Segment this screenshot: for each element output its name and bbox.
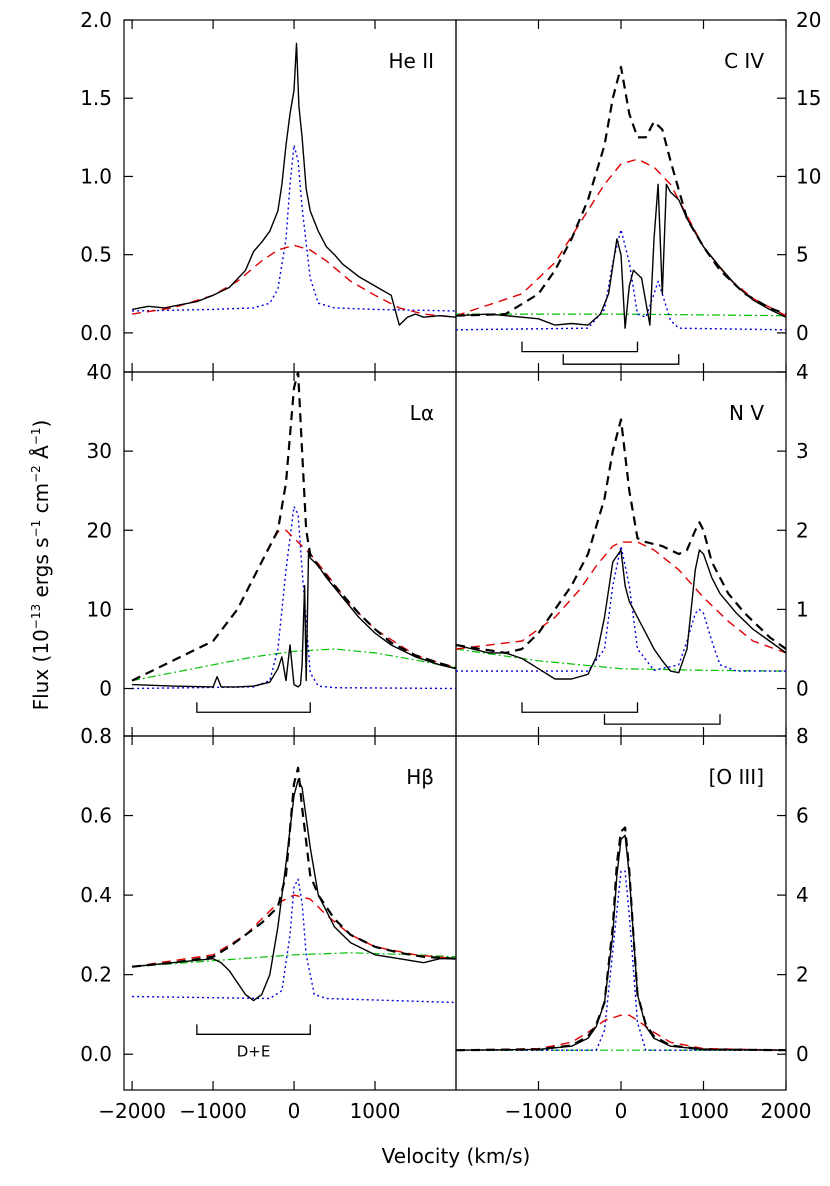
y-tick-label: 2 [796,518,809,542]
absorption-bracket [562,354,680,365]
absorption-bracket [603,714,721,725]
y-tick-label: 6 [796,804,809,828]
y-tick-label: 30 [87,439,112,463]
y-tick-label: 0.6 [80,804,112,828]
y-tick-label: 0.0 [80,321,112,345]
series-group [131,766,456,1004]
panel-3: 0 10 20 30 40 Lα [87,360,457,737]
model-line [456,826,786,1052]
y-tick-label: 0 [796,677,809,701]
model-line [456,418,786,655]
y-tick-label: 40 [87,360,112,384]
panel-2: 0 5 10 15 20 C IV [455,8,821,373]
y-tick-label: 1.0 [80,164,112,188]
y-tick-label: 0 [796,321,809,345]
data-line [456,549,786,680]
y-tick-label: 10 [87,597,112,621]
series-group [456,65,786,331]
panel-6: 0 2 4 6 8 −1000 0 1000 2000 [O III] [455,724,812,1123]
data-line [131,42,456,326]
panel-label: Lα [410,401,434,425]
y-tick-label: 1.5 [80,86,112,110]
y-tick-label: 0.4 [80,883,112,907]
broad-line [456,541,786,654]
broad-line [456,158,786,317]
panel-4: 0 1 2 3 4 N V [455,360,809,737]
y-tick-label: 20 [796,8,821,32]
series-group [456,418,786,680]
panel-5: 0.0 0.2 0.4 0.6 0.8 −2000 −1000 0 1000 Hβ D+E [80,724,457,1123]
y-tick-label: 0.5 [80,243,112,267]
x-tick-label: 2000 [761,1099,812,1123]
narrow-line [456,545,786,672]
panel-frame [455,735,787,1091]
data-line [456,834,786,1051]
y-tick-label: 2 [796,963,809,987]
narrow-line [132,878,456,1004]
y-tick-label: 0.0 [80,1042,112,1066]
continuum-line [456,648,786,672]
absorption-bracket [196,1024,311,1035]
y-tick-label: 5 [796,243,809,267]
panel-label: He II [389,49,435,73]
x-tick-label: −1000 [505,1099,573,1123]
panel-label: Hβ [406,765,434,789]
y-tick-label: 15 [796,86,821,110]
y-tick-label: 10 [796,164,821,188]
y-tick-label: 0.2 [80,963,112,987]
narrow-line [132,144,456,312]
model-line [131,766,456,968]
broad-line [131,244,456,318]
x-tick-label: −1000 [179,1099,247,1123]
panel-label: [O III] [709,765,764,789]
y-tick-label: 4 [796,883,809,907]
x-tick-label: 1000 [350,1099,401,1123]
absorption-bracket [196,702,311,713]
series-group [456,826,786,1052]
broad-line [131,894,456,968]
x-tick-label: −2000 [98,1099,166,1123]
narrow-line [456,870,786,1051]
data-line [132,549,456,688]
panel-1: 0.0 0.5 1.0 1.5 2.0 He II [80,8,457,373]
x-tick-label: 0 [288,1099,301,1123]
y-tick-label: 3 [796,439,809,463]
absorption-bracket [521,702,639,713]
panel-label: N V [729,401,764,425]
y-tick-label: 0 [99,677,112,701]
model-line [131,372,456,682]
y-tick-label: 20 [87,518,112,542]
broad-line [456,1014,786,1051]
narrow-line [132,505,456,690]
panel-frame [123,735,457,1091]
continuum-line [456,313,786,317]
series-group [131,372,456,690]
x-axis-title: Velocity (km/s) [382,1144,531,1168]
bracket-label: D+E [237,1042,271,1060]
model-line [456,65,786,317]
absorption-bracket [521,341,639,353]
continuum-line [131,648,456,682]
y-tick-label: 0.8 [80,724,112,748]
y-tick-label: 1 [796,597,809,621]
x-tick-label: 0 [615,1099,628,1123]
data-line [132,779,456,1002]
y-tick-label: 2.0 [80,8,112,32]
data-line [456,183,786,329]
continuum-line [132,952,456,968]
y-tick-label: 8 [796,724,809,748]
series-group [131,42,456,326]
x-tick-label: 1000 [678,1099,729,1123]
y-tick-label: 0 [796,1042,809,1066]
y-axis-title: Flux (10−13 ergs s−1 cm−2 Å−1) [29,420,53,711]
y-tick-label: 4 [796,360,809,384]
panel-label: C IV [724,49,764,73]
